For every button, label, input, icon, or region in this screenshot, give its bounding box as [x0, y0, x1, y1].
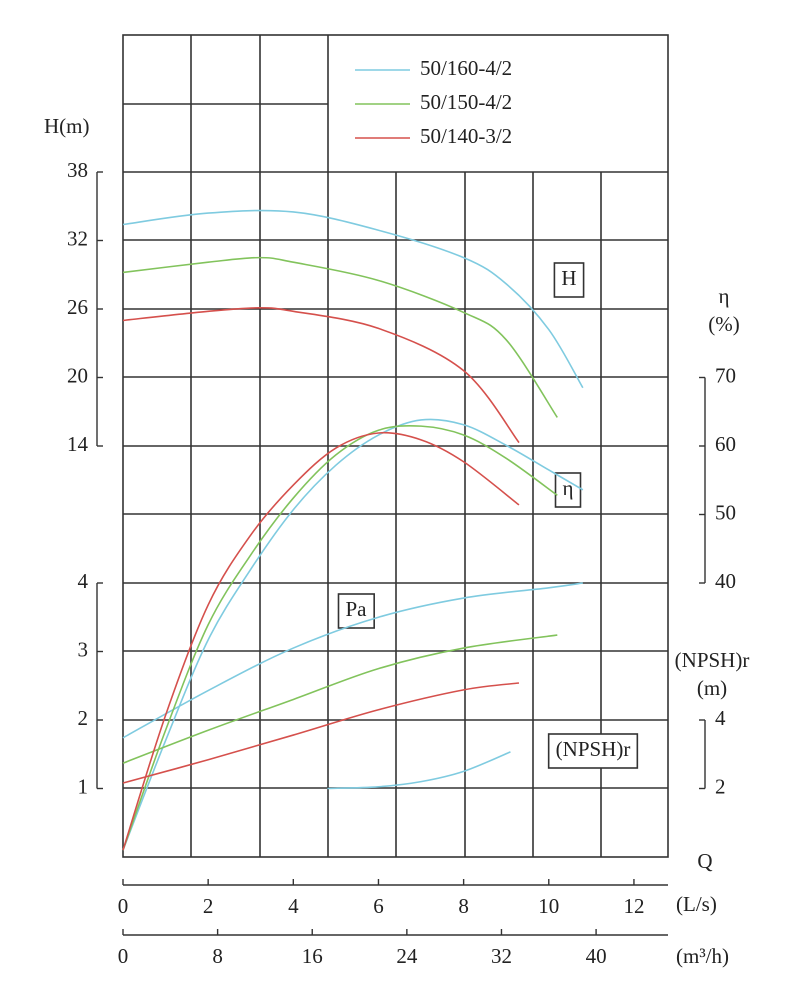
y-tick-label: 14: [67, 432, 89, 456]
y-axis-label: (m): [697, 676, 727, 700]
curve: [122, 256, 558, 418]
y-axis-label: (%): [708, 312, 739, 336]
curve: [122, 682, 520, 784]
curve-tag: η: [554, 472, 582, 508]
y-tick-label: 2: [78, 706, 89, 730]
y-tick-label: 4: [78, 569, 89, 593]
x2-tick-label: 24: [396, 944, 418, 968]
curve-tag: Pa: [337, 593, 375, 629]
y-axis-label: η: [719, 284, 730, 308]
x2-tick-label: 8: [212, 944, 223, 968]
curve: [122, 424, 558, 851]
grid: [122, 34, 669, 858]
curve: [122, 418, 584, 851]
curve: [327, 751, 511, 790]
x-tick-label: 10: [538, 894, 559, 918]
x2-tick-label: 32: [491, 944, 512, 968]
legend-label: 50/160-4/2: [420, 56, 512, 80]
x2-axis-unit: (m³/h): [676, 944, 729, 968]
y-tick-label: 26: [67, 295, 88, 319]
y-tick-label: 2: [715, 774, 726, 798]
y-axis-label: (NPSH)r: [675, 648, 750, 672]
curve-tag-box: [337, 593, 375, 629]
y-axis-label: H(m): [44, 114, 90, 138]
x2-tick-label: 16: [302, 944, 323, 968]
y-tick-label: 20: [67, 363, 88, 387]
curve-tag-label: Pa: [346, 597, 368, 621]
x-tick-label: 2: [203, 894, 214, 918]
y-tick-label: 50: [715, 500, 736, 524]
x-tick-label: 0: [118, 894, 129, 918]
x2-tick-label: 40: [586, 944, 607, 968]
curve-tag-label: H: [561, 266, 576, 290]
x-tick-label: 8: [458, 894, 469, 918]
curve: [122, 307, 520, 444]
x2-tick-label: 0: [118, 944, 129, 968]
x-axis-label: Q: [697, 849, 712, 873]
x-tick-label: 12: [623, 894, 644, 918]
x-tick-label: 4: [288, 894, 299, 918]
curve: [122, 582, 583, 739]
curve: [122, 431, 520, 851]
y-tick-label: 4: [715, 706, 726, 730]
curve: [122, 634, 558, 764]
legend-label: 50/140-3/2: [420, 124, 512, 148]
y-tick-label: 40: [715, 569, 736, 593]
curve: [122, 209, 584, 389]
curve-tag-box: [553, 262, 585, 298]
y-tick-label: 3: [78, 637, 89, 661]
x-tick-label: 6: [373, 894, 384, 918]
x-axis-unit: (L/s): [676, 892, 717, 916]
y-tick-label: 60: [715, 432, 736, 456]
curve-tag-box: [547, 733, 639, 769]
curve-tag-label: (NPSH)r: [556, 737, 631, 761]
curve-tag: (NPSH)r: [547, 733, 639, 769]
y-tick-label: 1: [78, 774, 89, 798]
curve-tag-label: η: [563, 476, 574, 500]
y-tick-label: 70: [715, 363, 736, 387]
legend-label: 50/150-4/2: [420, 90, 512, 114]
y-tick-label: 32: [67, 226, 88, 250]
y-tick-label: 38: [67, 158, 88, 182]
curve-tag: H: [553, 262, 585, 298]
curve-tag-box: [554, 472, 582, 508]
